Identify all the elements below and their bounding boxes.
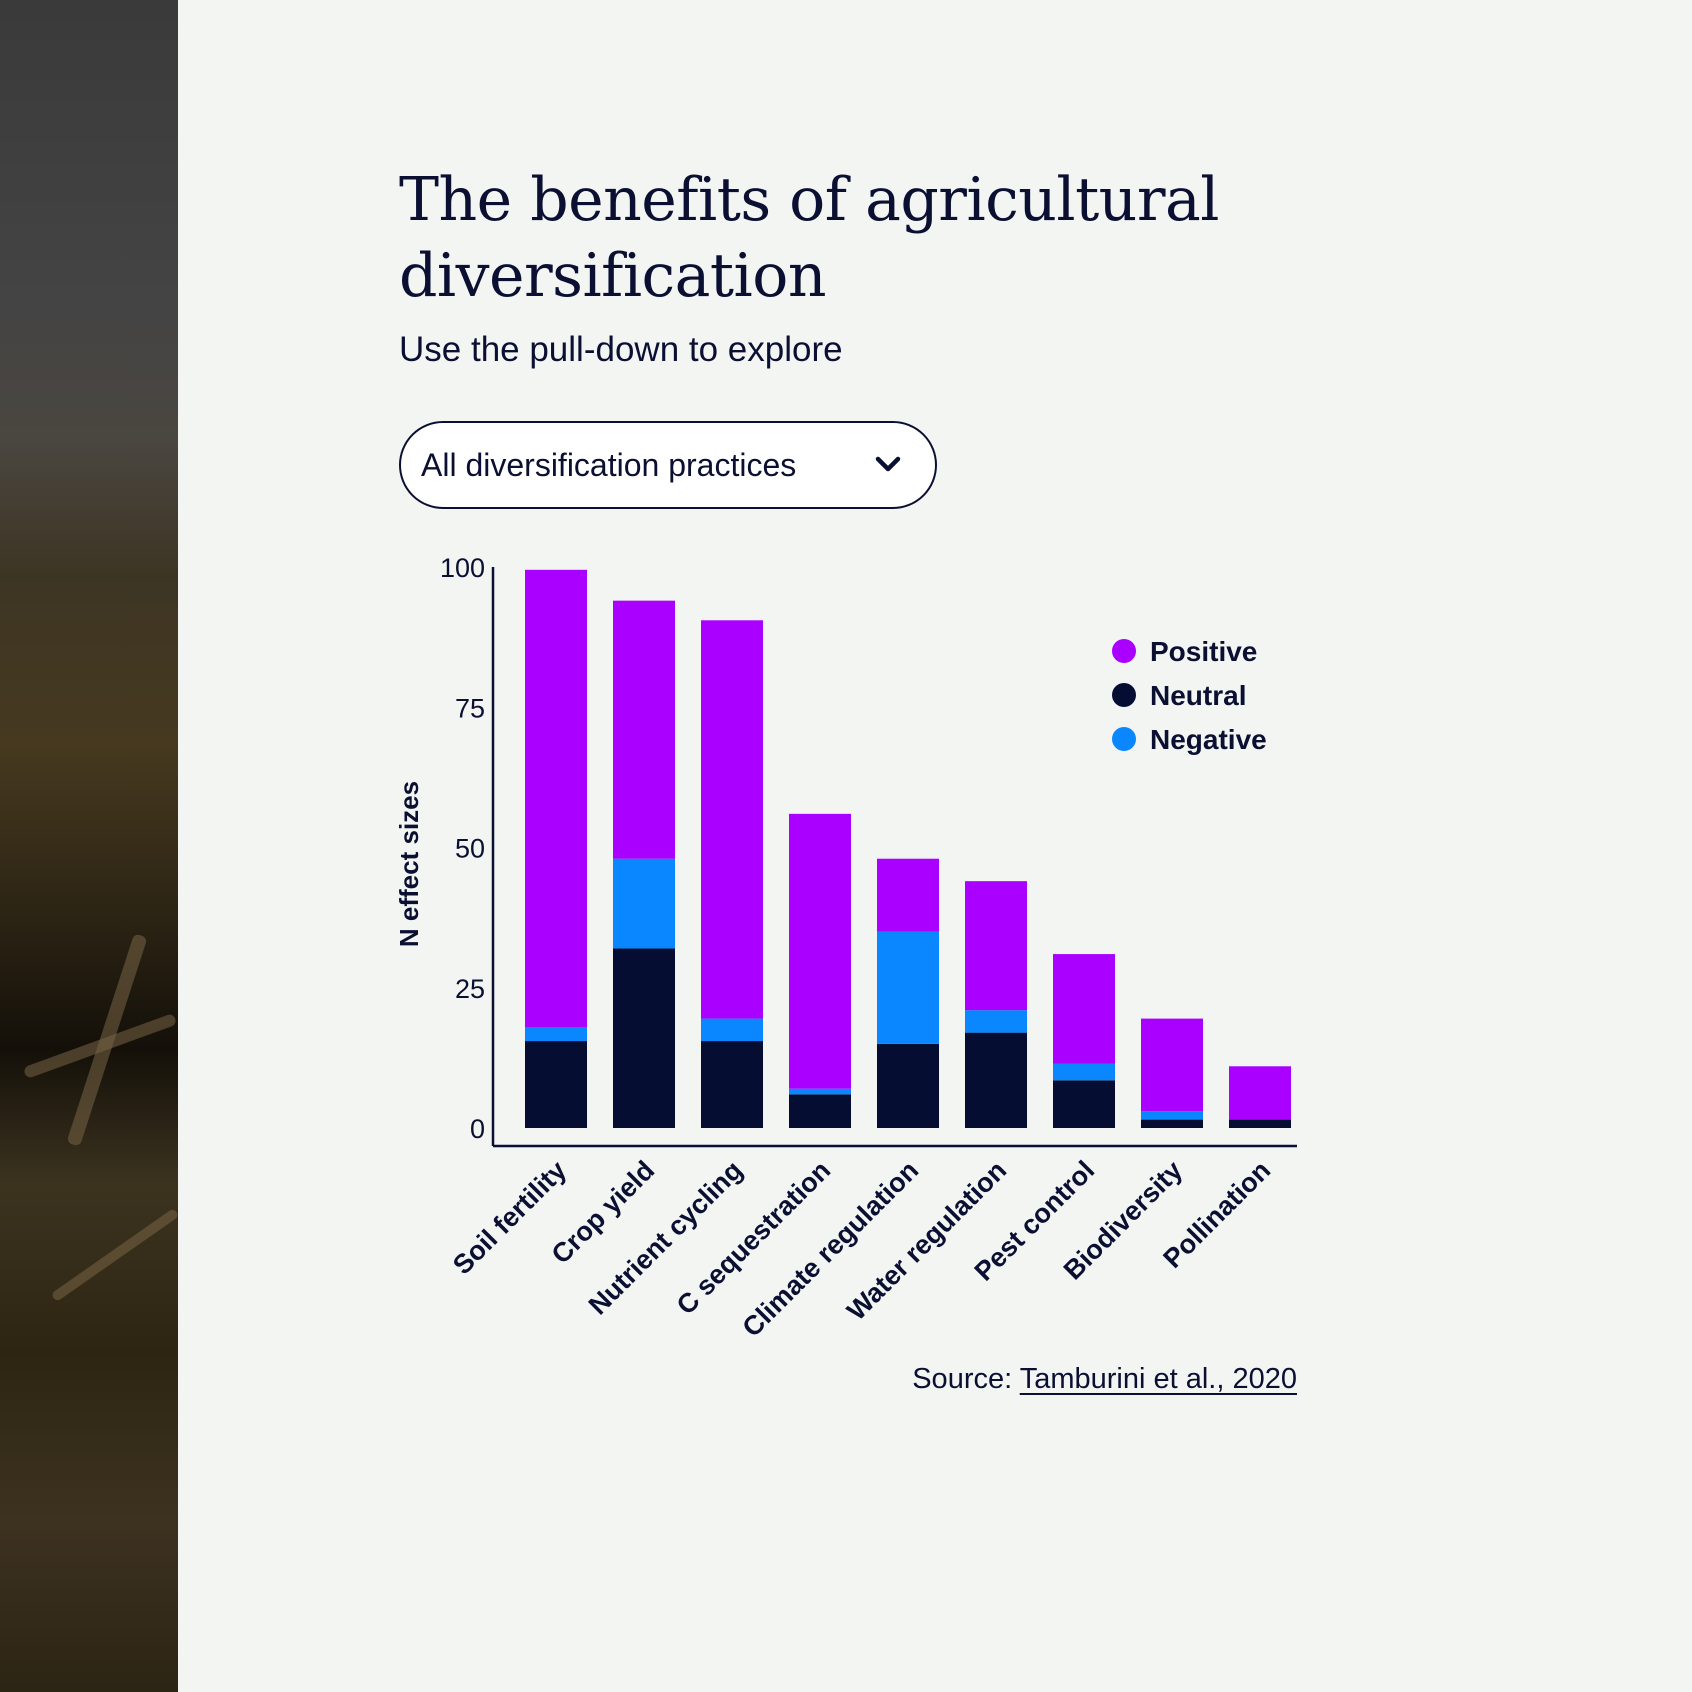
y-tick-label: 75	[455, 693, 485, 723]
y-axis-title: N effect sizes	[394, 781, 424, 947]
bar-segment-neutral[interactable]	[525, 1041, 587, 1128]
bar-segment-neutral[interactable]	[1229, 1119, 1291, 1128]
content-panel	[178, 0, 1692, 1692]
source-link[interactable]: Tamburini et al., 2020	[1019, 1363, 1297, 1395]
bar-segment-negative[interactable]	[789, 1088, 851, 1095]
bar-segment-positive[interactable]	[613, 600, 675, 859]
legend: Positive Neutral Negative	[1112, 636, 1267, 755]
legend-swatch-negative	[1112, 727, 1136, 751]
bar-segment-negative[interactable]	[1053, 1063, 1115, 1081]
bar-segment-negative[interactable]	[525, 1027, 587, 1042]
bar-segment-neutral[interactable]	[1053, 1080, 1115, 1128]
source-prefix: Source:	[912, 1363, 1013, 1395]
chart-subtitle: Use the pull-down to explore	[399, 330, 843, 369]
bar-segment-positive[interactable]	[525, 569, 587, 1028]
x-tick-label: Soil fertility	[447, 1155, 572, 1280]
legend-label-positive: Positive	[1150, 636, 1257, 667]
bar-segment-positive[interactable]	[1053, 954, 1115, 1064]
bar-segment-positive[interactable]	[701, 620, 763, 1019]
bar-segment-negative[interactable]	[613, 858, 675, 949]
bar-segment-negative[interactable]	[1141, 1111, 1203, 1120]
chart-title: The benefits of agricultural diversifica…	[399, 165, 1219, 311]
source-note: Source: Tamburini et al., 2020	[912, 1363, 1297, 1396]
bar-segment-neutral[interactable]	[789, 1094, 851, 1128]
bar-group	[525, 569, 1291, 1128]
bar-segment-neutral[interactable]	[613, 948, 675, 1128]
bar-segment-positive[interactable]	[1141, 1018, 1203, 1112]
legend-label-neutral: Neutral	[1150, 680, 1246, 711]
y-tick-label: 0	[470, 1114, 485, 1144]
bar-segment-neutral[interactable]	[877, 1043, 939, 1128]
bar-segment-negative[interactable]	[877, 931, 939, 1044]
chevron-down-icon	[875, 456, 901, 472]
x-tick-label: C sequestration	[671, 1155, 836, 1320]
bar-segment-negative[interactable]	[965, 1010, 1027, 1033]
dropdown-selected-value: All diversification practices	[421, 447, 797, 483]
y-tick-label: 100	[440, 553, 485, 583]
bar-segment-positive[interactable]	[965, 881, 1027, 1011]
bar-segment-neutral[interactable]	[1141, 1119, 1203, 1128]
y-tick-group: 0 25 50 75 100	[440, 553, 485, 1144]
legend-label-negative: Negative	[1150, 724, 1267, 755]
bar-segment-positive[interactable]	[789, 813, 851, 1089]
legend-swatch-neutral	[1112, 683, 1136, 707]
background-photo	[0, 0, 178, 1692]
y-tick-label: 50	[455, 834, 485, 864]
bar-segment-positive[interactable]	[1229, 1066, 1291, 1120]
bar-segment-neutral[interactable]	[701, 1041, 763, 1128]
x-tick-label: Nutrient cycling	[583, 1155, 748, 1320]
legend-swatch-positive	[1112, 639, 1136, 663]
bar-segment-negative[interactable]	[701, 1018, 763, 1042]
x-tick-label: Water regulation	[841, 1155, 1012, 1326]
bar-segment-neutral[interactable]	[965, 1032, 1027, 1128]
practice-dropdown[interactable]: All diversification practices	[399, 421, 937, 509]
bar-segment-positive[interactable]	[877, 858, 939, 932]
y-tick-label: 25	[455, 974, 485, 1004]
